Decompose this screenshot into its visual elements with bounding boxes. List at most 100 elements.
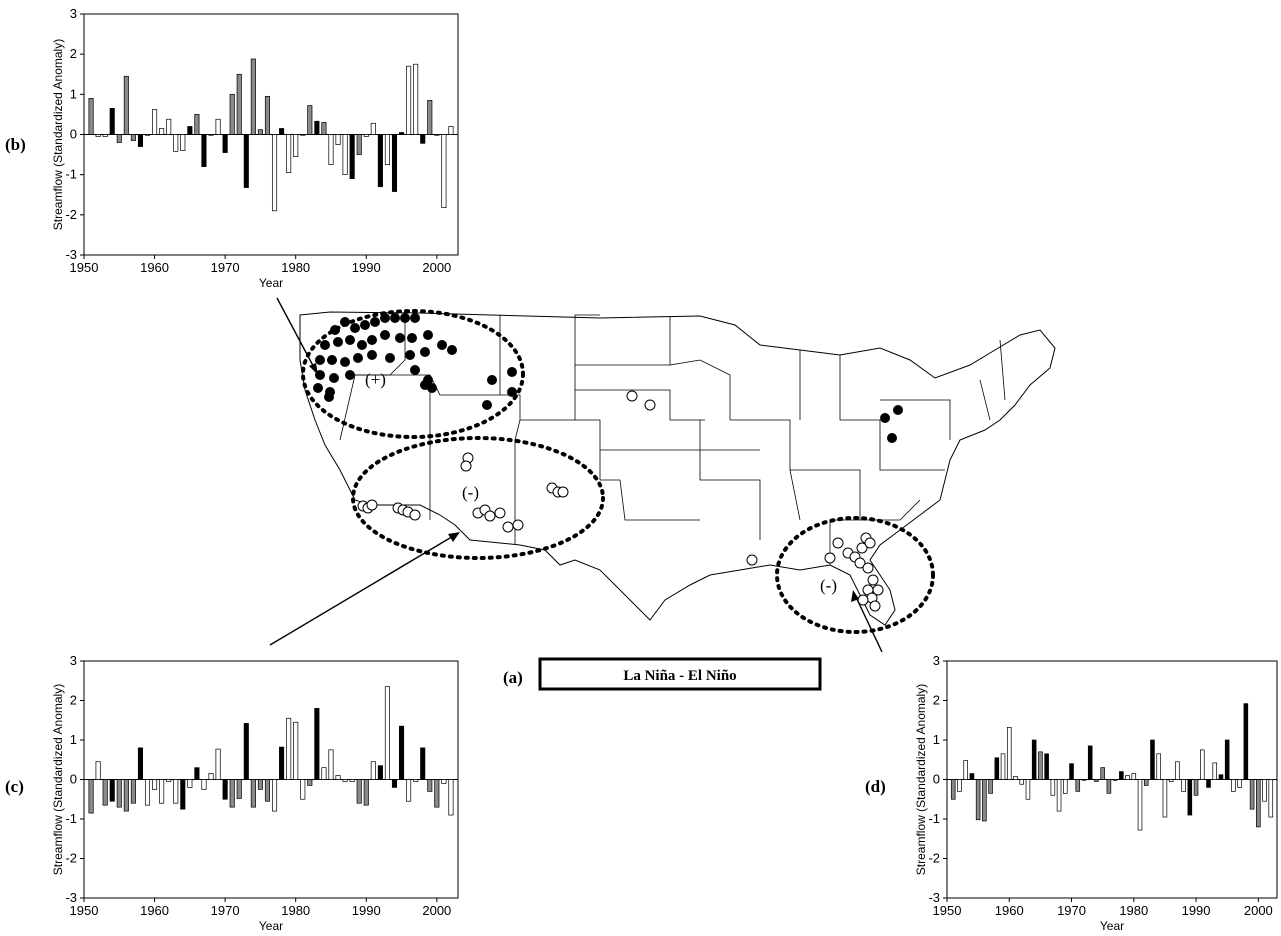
bar (1069, 763, 1074, 780)
bar (1019, 779, 1024, 785)
bar (370, 761, 376, 780)
x-tick-label: 1950 (70, 903, 99, 918)
bar (1056, 779, 1062, 812)
y-tick-label: -1 (65, 167, 77, 182)
bar (413, 63, 419, 135)
bar (201, 134, 207, 167)
legend-box-label: La Niña - El Niño (623, 668, 736, 684)
station-marker-filled (353, 353, 363, 363)
station-marker-filled (367, 350, 377, 360)
bar (1193, 779, 1199, 796)
bar (1087, 745, 1093, 780)
bar (1119, 771, 1124, 780)
bar (420, 134, 426, 144)
y-tick-label: -2 (65, 207, 77, 222)
chart-panel-c: -3 -2 -1 0 1 2 3 1950 1960 1970 1980 1990 2000 Year St… (5, 653, 459, 933)
x-tick-label: 1980 (281, 903, 310, 918)
bar (88, 97, 94, 135)
chart-panel-b: -3 -2 -1 0 1 2 3 1950 1960 1970 1980 1990 2000 Year St… (5, 6, 459, 290)
y-axis-label: Streamflow (Standardized Anomaly) (914, 684, 928, 875)
x-tick-label: 1960 (995, 903, 1024, 918)
region-label-northwest: (+) (365, 370, 386, 389)
y-tick-label: 0 (70, 127, 77, 142)
region-ellipse-northwest (301, 309, 525, 439)
station-marker-filled (423, 330, 433, 340)
station-marker-filled (405, 350, 415, 360)
arrowhead-c (448, 532, 460, 542)
x-axis-label: Year (259, 919, 283, 933)
y-axis-label: Streamflow (Standardized Anomaly) (51, 684, 65, 875)
station-marker-filled (340, 317, 350, 327)
bar (264, 779, 271, 802)
y-tick-label: -2 (65, 851, 77, 866)
station-marker-filled (380, 313, 390, 323)
bar (1100, 767, 1105, 780)
station-marker-filled (420, 380, 430, 390)
x-tick-label: 1950 (933, 903, 962, 918)
bar (279, 128, 285, 135)
bar (950, 779, 956, 800)
bar (166, 779, 172, 782)
x-axis-label: Year (259, 276, 283, 290)
chart-panel-d: -3 -2 -1 0 1 2 3 1950 1960 1970 1980 1990 2000 Year St… (865, 653, 1278, 933)
bar (1000, 753, 1006, 780)
bar (1106, 779, 1112, 794)
station-marker-hollow (366, 499, 378, 511)
bar (201, 779, 207, 790)
bar (1075, 779, 1081, 792)
x-tick-label: 2000 (422, 260, 451, 275)
station-marker-filled (329, 373, 339, 383)
bar (399, 132, 405, 135)
bar (166, 118, 172, 135)
y-tick-label: -1 (928, 811, 940, 826)
station-marker-filled (420, 347, 430, 357)
bar (963, 760, 968, 780)
bar (406, 779, 412, 802)
station-marker-filled (330, 325, 340, 335)
arrowhead-b (309, 363, 318, 375)
bar (434, 134, 440, 136)
station-marker-hollow (494, 507, 506, 519)
us-map (299, 311, 1056, 626)
bar (293, 721, 299, 780)
bar (1256, 779, 1261, 828)
bar (969, 773, 975, 780)
bar (1206, 779, 1211, 788)
station-marker-filled (333, 337, 343, 347)
station-marker-hollow (867, 574, 879, 586)
bar (1013, 775, 1018, 780)
bar (116, 779, 122, 808)
bar (279, 746, 285, 780)
bar (1262, 779, 1267, 802)
bar (1243, 703, 1249, 780)
y-tick-label: -3 (928, 890, 940, 905)
bar (222, 134, 228, 153)
x-tick-label: 2000 (422, 903, 451, 918)
station-marker-filled (324, 392, 334, 402)
bar (1218, 774, 1224, 780)
station-marker-hollow (746, 554, 758, 566)
panel-label: (b) (5, 135, 26, 154)
bar (137, 747, 143, 780)
bar (1181, 779, 1186, 792)
bar (335, 775, 341, 780)
bar (1162, 779, 1168, 818)
bar (1156, 753, 1161, 780)
x-tick-label: 1980 (1119, 903, 1148, 918)
bar (328, 134, 334, 165)
bar (1063, 779, 1068, 794)
bar (975, 779, 981, 821)
station-marker-hollow (557, 486, 569, 498)
panel-label-a: (a) (503, 668, 523, 687)
bar (187, 126, 193, 135)
station-marker-filled (345, 370, 355, 380)
station-marker-filled (437, 340, 447, 350)
x-axis-label: Year (1100, 919, 1124, 933)
bar (215, 748, 221, 780)
station-marker-filled (487, 375, 497, 385)
bar (1212, 762, 1218, 780)
station-marker-hollow (869, 600, 881, 612)
bar (286, 717, 292, 780)
legend-box (538, 657, 822, 691)
x-tick-label: 1960 (140, 903, 169, 918)
